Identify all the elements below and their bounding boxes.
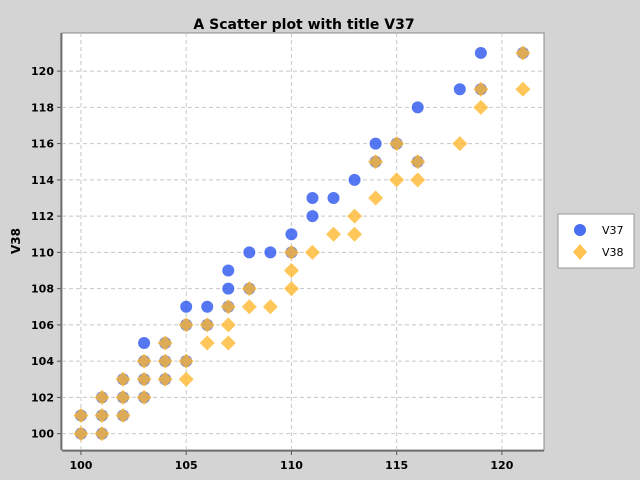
plot-area <box>61 32 545 451</box>
point-v38 <box>515 45 531 61</box>
y-tick-label: 106 <box>31 319 54 332</box>
point-v38 <box>304 244 320 260</box>
point-v37 <box>180 300 193 313</box>
point-v38 <box>389 136 405 152</box>
point-v38 <box>178 317 194 333</box>
point-v38 <box>157 353 173 369</box>
x-tick-label: 115 <box>385 459 408 472</box>
point-v37 <box>264 246 277 259</box>
legend-label-v38: V38 <box>602 246 624 259</box>
point-v38 <box>199 335 215 351</box>
y-tick-label: 112 <box>31 210 54 223</box>
y-tick-label: 114 <box>31 174 54 187</box>
point-v38 <box>178 353 194 369</box>
point-v38 <box>220 317 236 333</box>
point-v38 <box>368 190 384 206</box>
point-v38 <box>94 426 110 442</box>
point-v37 <box>138 337 151 350</box>
tick-labels: 100 105 110 115 120 100 102 104 106 108 110 112 114 1… <box>31 65 514 472</box>
point-v38 <box>515 81 531 97</box>
point-v38 <box>283 244 299 260</box>
y-tick-label: 104 <box>31 355 54 368</box>
point-v37 <box>222 282 235 295</box>
point-v37 <box>453 83 466 96</box>
point-v38 <box>94 408 110 424</box>
legend-box <box>557 213 635 269</box>
data-points <box>73 45 531 442</box>
point-v38 <box>283 281 299 297</box>
point-v38 <box>347 208 363 224</box>
point-v38 <box>326 226 342 242</box>
point-v38 <box>136 389 152 405</box>
point-v38 <box>115 389 131 405</box>
point-v38 <box>368 154 384 170</box>
point-v38 <box>262 299 278 315</box>
point-v38 <box>94 389 110 405</box>
point-v38 <box>157 371 173 387</box>
y-tick-label: 120 <box>31 65 54 78</box>
point-v38 <box>452 136 468 152</box>
point-v38 <box>73 408 89 424</box>
legend: V37 V38 <box>557 213 635 269</box>
point-v38 <box>347 226 363 242</box>
point-v38 <box>73 426 89 442</box>
point-v38 <box>220 299 236 315</box>
y-axis-label: V38 <box>9 228 23 254</box>
point-v37 <box>348 173 361 186</box>
point-v38 <box>410 172 426 188</box>
point-v38 <box>115 371 131 387</box>
point-v38 <box>283 263 299 279</box>
point-v38 <box>389 172 405 188</box>
point-v38 <box>136 353 152 369</box>
point-v38 <box>241 299 257 315</box>
point-v37 <box>285 228 298 241</box>
point-v37 <box>474 46 487 59</box>
point-v37 <box>369 137 382 150</box>
y-tick-label: 100 <box>31 428 54 441</box>
point-v38 <box>241 281 257 297</box>
point-v38 <box>220 335 236 351</box>
point-v37 <box>327 191 340 204</box>
x-tick-label: 120 <box>490 459 513 472</box>
point-v37 <box>243 246 256 259</box>
y-tick-label: 110 <box>31 246 54 259</box>
point-v37 <box>222 264 235 277</box>
point-v38 <box>199 317 215 333</box>
point-v38 <box>410 154 426 170</box>
y-tick-label: 108 <box>31 283 54 296</box>
point-v37 <box>411 101 424 114</box>
point-v37 <box>306 210 319 223</box>
point-v38 <box>473 81 489 97</box>
chart-title: A Scatter plot with title V37 <box>193 17 414 33</box>
legend-marker-diamond <box>573 244 587 260</box>
point-v38 <box>136 371 152 387</box>
point-v38 <box>178 371 194 387</box>
legend-label-v37: V37 <box>602 224 624 237</box>
y-tick-label: 118 <box>31 101 54 114</box>
y-tick-label: 102 <box>31 391 54 404</box>
axes <box>60 33 544 452</box>
point-v37 <box>201 300 214 313</box>
point-v37 <box>306 191 319 204</box>
point-v38 <box>115 408 131 424</box>
x-tick-label: 110 <box>280 459 303 472</box>
point-v38 <box>473 99 489 115</box>
x-tick-label: 100 <box>69 459 92 472</box>
legend-marker-circle <box>574 224 586 236</box>
point-v38 <box>157 335 173 351</box>
y-tick-label: 116 <box>31 138 54 151</box>
x-tick-label: 105 <box>175 459 198 472</box>
